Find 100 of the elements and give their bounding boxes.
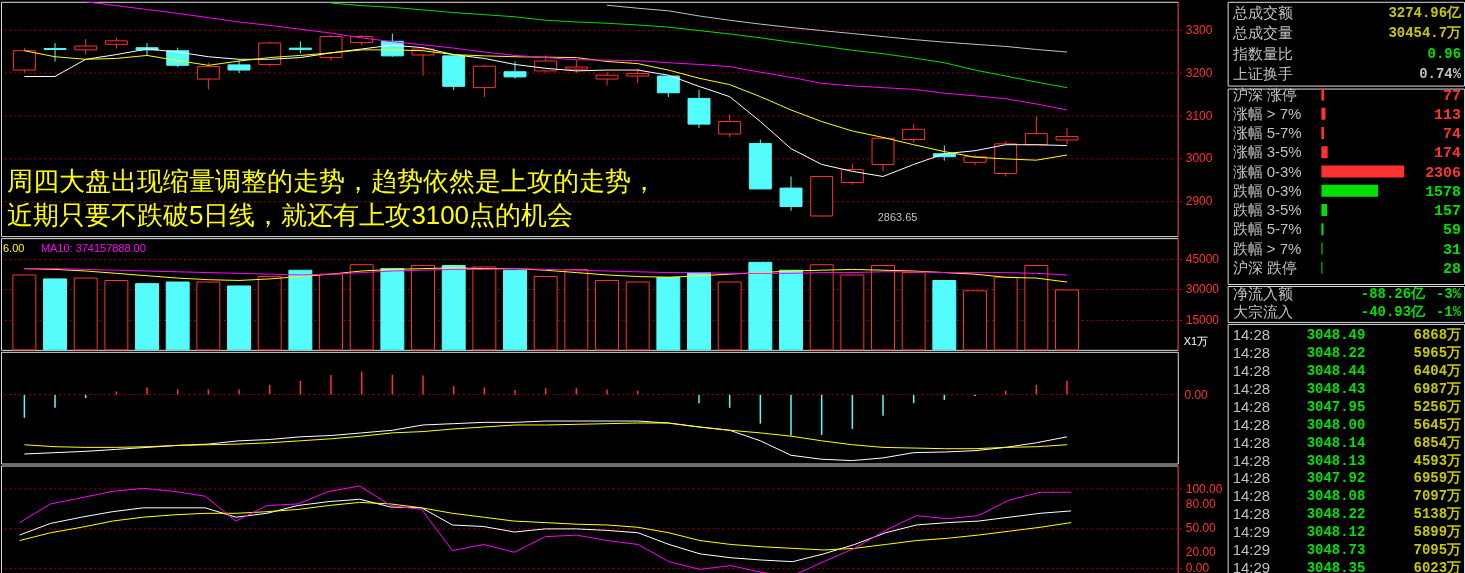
candlestick [1055,127,1079,145]
data-label: 157 [1434,203,1462,220]
text: 0.96 [1427,45,1462,62]
bar [227,285,252,351]
text: 3048.49 [1306,326,1366,343]
text: 3048.08 [1306,488,1366,505]
category-label: 14:28 [1232,505,1271,523]
bar [656,276,681,351]
candlestick [595,71,619,86]
y-tick-label: 跌幅 > 7% [1232,239,1302,257]
text: 3048.13 [1306,452,1366,469]
data-label: 113 [1434,106,1462,123]
y-tick-label: 跌幅 5-7% [1232,220,1302,238]
candlestick [779,175,803,212]
text: 4593万 [1413,452,1462,469]
bar [993,276,1018,351]
y-tick-label: 30000 [1185,282,1220,297]
text: 3274.96亿 [1388,4,1462,21]
bar [257,275,282,351]
text: 6404万 [1413,362,1462,379]
y-tick-label: 跌幅 0-3% [1232,181,1302,199]
annotation: 6.00 [2,242,25,255]
bar [43,278,68,351]
y-tick-label: 跌幅 3-5% [1232,201,1302,219]
text: 3048.73 [1306,542,1366,559]
line-series [330,2,1068,89]
candlestick [196,61,220,90]
text: 5965万 [1413,344,1462,361]
text: 3047.92 [1306,470,1366,487]
y-tick-label: 涨幅 0-3% [1232,162,1302,180]
bar [840,274,865,351]
y-tick-label: 涨幅 3-5% [1232,143,1302,161]
annotation: MA10: 374157888.00 [40,242,146,255]
y-tick-label: 50.00 [1185,521,1217,536]
line-series [85,1,1068,111]
data-label: 28 [1443,260,1462,277]
category-label: 14:28 [1232,379,1271,397]
text: -1% [1435,303,1462,320]
bar [165,281,190,351]
text: 3048.14 [1306,434,1366,451]
category-label: 14:28 [1232,415,1271,433]
candlestick [718,113,742,138]
bar [1321,223,1324,236]
bar [1024,265,1049,351]
y-tick-label: 涨幅 > 7% [1232,104,1302,122]
line-series [23,268,1068,276]
bar [319,273,343,351]
text: -40.93亿 [1360,303,1427,320]
text: 5138万 [1413,506,1462,523]
category-label: 14:28 [1232,325,1271,343]
annotation: 2863.65 [877,211,918,224]
category-label: 上证换手 [1232,65,1293,83]
bar [779,269,803,351]
bar [411,265,435,351]
text: 3048.44 [1306,362,1366,379]
bar [1321,204,1328,216]
bar [963,290,987,351]
text: 3048.22 [1306,506,1366,523]
y-tick-label: 0.00 [1185,561,1210,573]
bar [1055,289,1079,351]
category-label: 14:28 [1232,397,1271,415]
y-tick-label: 沪深 涨停 [1232,85,1297,103]
bar [73,277,98,351]
text: 3048.22 [1306,344,1366,361]
data-label: 31 [1443,241,1462,258]
y-axis-title: X1万 [1183,334,1209,347]
bar [871,265,895,351]
category-label: 14:29 [1232,541,1271,559]
text: 3048.12 [1306,524,1366,541]
text: 3047.95 [1306,398,1366,415]
bar [533,275,558,351]
line-series [606,4,1068,53]
text: 5645万 [1413,416,1462,433]
data-label: 2306 [1425,164,1462,181]
candlestick [1024,115,1048,146]
category-label: 14:29 [1232,523,1271,541]
text: -3% [1435,285,1462,302]
category-label: 14:29 [1232,559,1271,573]
category-label: 总成交量 [1231,24,1293,42]
bar [1321,165,1405,178]
bar [104,280,129,351]
y-tick-label: 45000 [1185,252,1220,267]
data-label: 59 [1443,222,1462,239]
bar [472,266,497,351]
y-tick-label: 20.00 [1185,545,1217,560]
bar [625,281,650,351]
bar [717,281,742,351]
bar [1321,88,1325,101]
category-label: 总成交额 [1231,3,1293,21]
text: -88.26亿 [1360,285,1427,302]
text: 30454.7万 [1388,25,1462,42]
data-label: 77 [1443,87,1462,104]
bar [441,265,466,351]
y-tick-label: 2900 [1185,194,1213,209]
candlestick [503,60,527,80]
bar [748,261,773,351]
text: 7095万 [1413,542,1462,559]
bar [1321,107,1326,120]
bar [809,264,834,351]
line-series [19,498,1072,563]
